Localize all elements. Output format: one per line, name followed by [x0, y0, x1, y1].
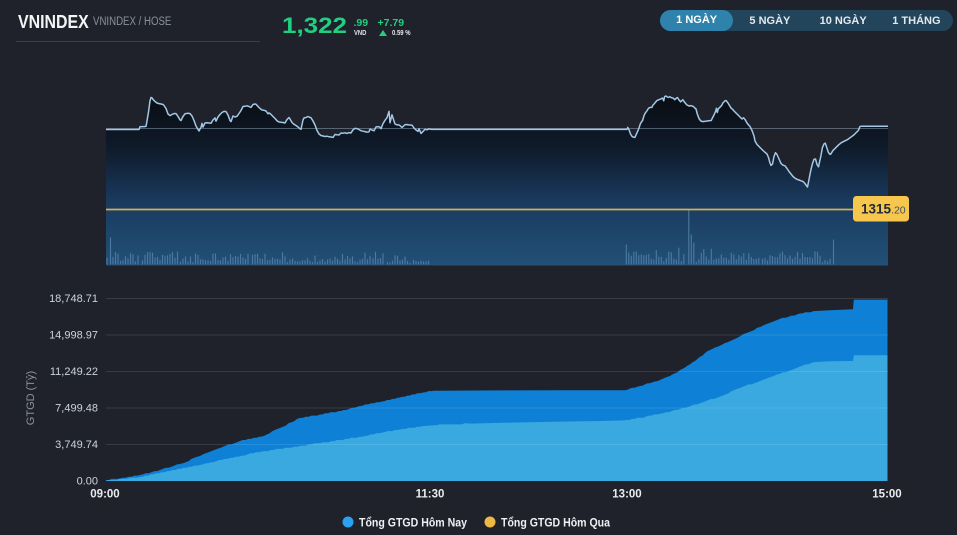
svg-text:15:00: 15:00 — [872, 489, 901, 501]
svg-text:1315.20: 1315.20 — [861, 202, 906, 217]
svg-text:14,998.97: 14,998.97 — [49, 330, 98, 342]
svg-text:11:30: 11:30 — [416, 489, 445, 501]
svg-text:18,748.71: 18,748.71 — [49, 293, 98, 305]
svg-text:3,749.74: 3,749.74 — [55, 439, 98, 451]
svg-text:13:00: 13:00 — [612, 489, 641, 501]
svg-text:GTGD (Tỷ): GTGD (Tỷ) — [25, 371, 37, 425]
svg-text:7,499.48: 7,499.48 — [55, 403, 98, 415]
svg-text:Tổng GTGD Hôm Qua: Tổng GTGD Hôm Qua — [501, 516, 610, 530]
svg-text:09:00: 09:00 — [90, 489, 119, 501]
svg-text:Tổng GTGD Hôm Nay: Tổng GTGD Hôm Nay — [359, 516, 467, 530]
svg-text:0.00: 0.00 — [77, 476, 98, 488]
svg-text:11,249.22: 11,249.22 — [50, 366, 98, 378]
